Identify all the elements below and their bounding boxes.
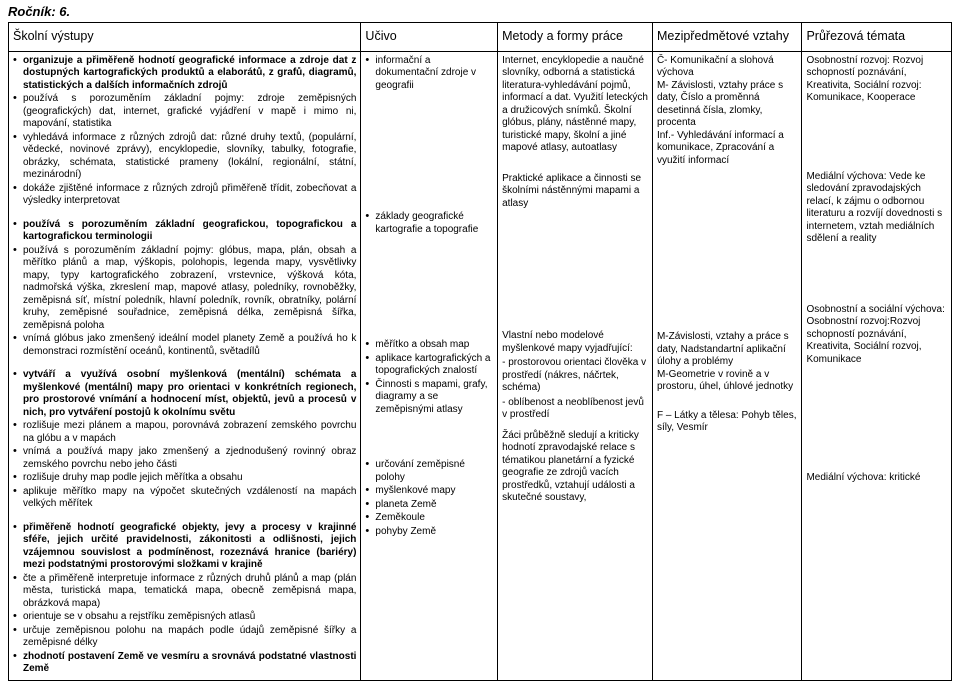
curr-text: Činnosti s mapami, grafy, diagramy a se … bbox=[365, 379, 493, 417]
subject-text: M-Závislosti, vztahy a práce s daty, Nad… bbox=[657, 331, 798, 394]
curr-text: pohyby Země bbox=[365, 526, 493, 539]
subject-text: F – Látky a tělesa: Pohyb těles, síly, V… bbox=[657, 410, 798, 435]
cell-outcomes: organizuje a přiměřeně hodnotí geografic… bbox=[9, 51, 361, 680]
curr-text: měřítko a obsah map bbox=[365, 339, 493, 352]
header-outcomes: Školní výstupy bbox=[9, 23, 361, 52]
header-curriculum: Učivo bbox=[361, 23, 498, 52]
outcome-text: rozlišuje mezi plánem a mapou, porovnává… bbox=[13, 420, 356, 445]
curriculum-table: Školní výstupy Učivo Metody a formy prác… bbox=[8, 22, 952, 681]
curr-text: aplikace kartografických a topografickýc… bbox=[365, 353, 493, 378]
outcome-text: používá s porozuměním základní geografic… bbox=[23, 219, 356, 243]
method-text: Žáci průběžně sledují a kriticky hodnotí… bbox=[502, 430, 648, 505]
curr-text: Zeměkoule bbox=[365, 512, 493, 525]
curr-text: myšlenkové mapy bbox=[365, 485, 493, 498]
theme-text: Mediální výchova: Vede ke sledování zpra… bbox=[806, 171, 947, 246]
cell-themes: Osobnostní rozvoj: Rozvoj schopností poz… bbox=[802, 51, 952, 680]
outcome-text: dokáže zjištěné informace z různých zdro… bbox=[13, 183, 356, 208]
outcome-text: používá s porozuměním základní pojmy: gl… bbox=[13, 245, 356, 333]
curr-text: určování zeměpisné polohy bbox=[365, 459, 493, 484]
outcome-text: vytváří a využívá osobní myšlenková (men… bbox=[23, 369, 356, 418]
header-methods: Metody a formy práce bbox=[498, 23, 653, 52]
theme-text: Mediální výchova: kritické bbox=[806, 472, 947, 485]
theme-text: Osobnostní a sociální výchova: Osobnostn… bbox=[806, 304, 947, 367]
method-text: Internet, encyklopedie a naučné slovníky… bbox=[502, 55, 648, 155]
curr-text: základy geografické kartografie a topogr… bbox=[365, 211, 493, 236]
outcome-text: vnímá glóbus jako zmenšený ideální model… bbox=[13, 333, 356, 358]
outcome-text: organizuje a přiměřeně hodnotí geografic… bbox=[23, 55, 356, 91]
grade-heading: Ročník: 6. bbox=[8, 4, 952, 20]
theme-text: Osobnostní rozvoj: Rozvoj schopností poz… bbox=[806, 55, 947, 105]
cell-curriculum: informační a dokumentační zdroje v geogr… bbox=[361, 51, 498, 680]
outcome-text: rozlišuje druhy map podle jejich měřítka… bbox=[13, 472, 356, 485]
method-text: Praktické aplikace a činnosti se školním… bbox=[502, 173, 648, 211]
cell-methods: Internet, encyklopedie a naučné slovníky… bbox=[498, 51, 653, 680]
curr-text: informační a dokumentační zdroje v geogr… bbox=[365, 55, 493, 93]
outcome-text: vyhledává informace z různých zdrojů dat… bbox=[13, 132, 356, 182]
outcome-text: aplikuje měřítko mapy na výpočet skutečn… bbox=[13, 486, 356, 511]
subject-text: Č- Komunikační a slohová výchova M- Závi… bbox=[657, 55, 798, 168]
method-text: Vlastní nebo modelové myšlenkové mapy vy… bbox=[502, 330, 648, 355]
outcome-text: vnímá a používá mapy jako zmenšený a zje… bbox=[13, 446, 356, 471]
outcome-text: určuje zeměpisnou polohu na mapách podle… bbox=[13, 625, 356, 650]
outcome-text: používá s porozuměním základní pojmy: zd… bbox=[13, 93, 356, 131]
header-subjects: Mezipředmětové vztahy bbox=[652, 23, 802, 52]
outcome-text: čte a přiměřeně interpretuje informace z… bbox=[13, 573, 356, 611]
method-text: - prostorovou orientaci člověka v prostř… bbox=[502, 357, 648, 395]
outcome-text: zhodnotí postavení Země ve vesmíru a sro… bbox=[23, 651, 356, 675]
header-themes: Průřezová témata bbox=[802, 23, 952, 52]
curr-text: planeta Země bbox=[365, 499, 493, 512]
table-header-row: Školní výstupy Učivo Metody a formy prác… bbox=[9, 23, 952, 52]
table-row: organizuje a přiměřeně hodnotí geografic… bbox=[9, 51, 952, 680]
method-text: - oblíbenost a neoblíbenost jevů v prost… bbox=[502, 397, 648, 422]
outcome-text: orientuje se v obsahu a rejstříku zeměpi… bbox=[13, 611, 356, 624]
outcome-text: přiměřeně hodnotí geografické objekty, j… bbox=[23, 522, 356, 571]
cell-subjects: Č- Komunikační a slohová výchova M- Závi… bbox=[652, 51, 802, 680]
